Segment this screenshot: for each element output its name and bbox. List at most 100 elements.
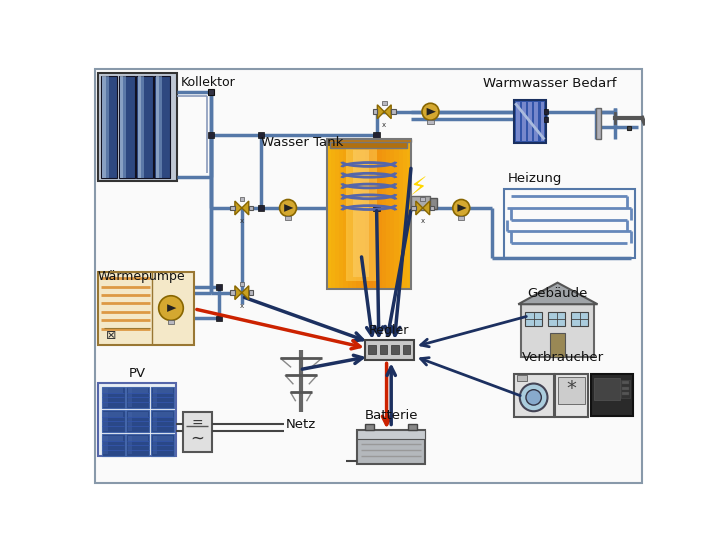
Bar — [427, 120, 434, 124]
Bar — [403, 139, 408, 289]
Bar — [360, 139, 365, 289]
Bar — [128, 388, 132, 407]
Bar — [522, 102, 526, 141]
Bar — [373, 139, 378, 289]
Bar — [216, 316, 221, 321]
Bar — [344, 139, 349, 289]
Bar — [326, 139, 331, 289]
Bar — [98, 383, 176, 456]
Text: Gebäude: Gebäude — [527, 287, 587, 300]
Bar — [152, 436, 173, 441]
Bar — [411, 197, 431, 210]
Text: *: * — [567, 379, 577, 399]
Bar — [550, 334, 565, 357]
Circle shape — [453, 199, 470, 216]
Bar — [377, 139, 383, 289]
Bar — [137, 76, 152, 178]
Bar — [572, 312, 588, 326]
Bar — [356, 139, 361, 289]
Bar — [391, 345, 399, 354]
Bar — [331, 139, 336, 289]
Bar — [513, 373, 554, 417]
Bar — [104, 436, 108, 454]
Bar — [357, 430, 425, 439]
Bar — [373, 205, 380, 211]
Bar — [521, 304, 595, 357]
Bar — [407, 139, 412, 289]
Bar — [348, 139, 353, 289]
Bar — [208, 132, 214, 138]
Polygon shape — [235, 286, 242, 300]
Bar — [127, 387, 150, 408]
Bar — [430, 206, 434, 210]
Polygon shape — [423, 201, 430, 215]
Bar — [285, 216, 291, 220]
Bar — [503, 189, 635, 258]
Bar — [352, 139, 357, 289]
Bar — [408, 424, 418, 430]
Circle shape — [520, 383, 547, 411]
Bar — [98, 272, 194, 345]
Text: =: = — [191, 417, 203, 431]
Bar — [208, 88, 214, 95]
Text: Regler: Regler — [369, 324, 409, 337]
Bar — [151, 411, 174, 432]
Bar — [339, 139, 344, 289]
Bar — [104, 388, 108, 407]
Bar — [627, 126, 631, 130]
Bar — [621, 379, 630, 398]
Bar — [365, 424, 375, 430]
Polygon shape — [518, 283, 597, 304]
Bar — [230, 206, 235, 210]
Bar — [119, 76, 134, 178]
Bar — [151, 435, 174, 456]
Bar — [101, 76, 117, 178]
Text: Wärmepumpe: Wärmepumpe — [98, 270, 186, 283]
Bar — [555, 373, 588, 417]
Bar — [525, 312, 542, 326]
Bar — [386, 139, 391, 289]
Text: Warmwasser Bedarf: Warmwasser Bedarf — [483, 77, 616, 90]
Bar — [127, 435, 150, 456]
Bar — [98, 73, 177, 181]
Bar — [326, 139, 411, 289]
Bar — [152, 388, 157, 407]
Polygon shape — [426, 108, 436, 116]
Bar — [326, 139, 411, 142]
Bar — [390, 139, 395, 289]
Bar — [101, 411, 125, 432]
Bar — [128, 388, 148, 393]
Bar — [398, 139, 403, 289]
Bar — [516, 102, 520, 141]
Bar — [168, 321, 174, 324]
Bar — [391, 109, 396, 114]
Text: Netz: Netz — [286, 418, 316, 431]
Text: PV: PV — [129, 367, 146, 379]
Text: x: x — [421, 218, 425, 224]
Bar — [382, 101, 387, 105]
Text: Heizung: Heizung — [508, 172, 562, 185]
Bar — [128, 412, 132, 430]
Bar — [151, 387, 174, 408]
Bar — [382, 139, 387, 289]
Bar — [249, 206, 253, 210]
Bar — [369, 139, 374, 289]
Bar — [104, 436, 123, 441]
Polygon shape — [377, 105, 384, 118]
Bar — [258, 205, 264, 211]
Text: Batterie: Batterie — [365, 409, 418, 422]
Bar — [101, 387, 125, 408]
Bar — [249, 290, 253, 295]
Bar — [183, 412, 212, 452]
Bar — [128, 436, 148, 441]
Text: x: x — [239, 302, 244, 308]
Polygon shape — [167, 304, 176, 312]
Text: x: x — [239, 218, 244, 224]
Bar — [373, 132, 380, 138]
Bar — [380, 345, 388, 354]
Bar — [403, 345, 411, 354]
Bar — [239, 282, 244, 286]
Bar — [128, 412, 148, 417]
Bar — [372, 109, 377, 114]
Text: Kollektor: Kollektor — [181, 76, 236, 90]
